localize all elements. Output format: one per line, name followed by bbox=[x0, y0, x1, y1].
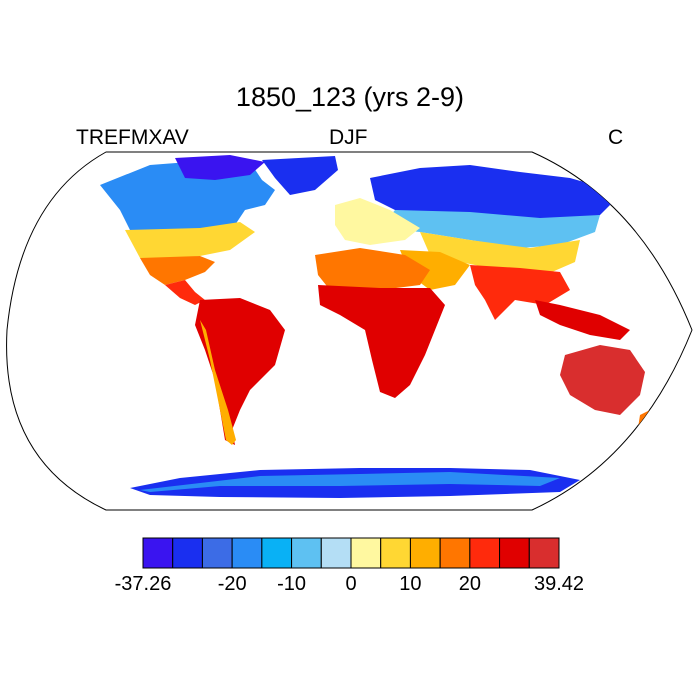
colorbar-tick-label: 39.42 bbox=[533, 573, 585, 595]
colorbar-box bbox=[380, 537, 411, 569]
colorbar-tick-label: 0 bbox=[345, 573, 357, 595]
central-america bbox=[165, 280, 205, 305]
colorbar-box bbox=[439, 537, 471, 569]
colorbar-box bbox=[350, 537, 382, 569]
eurasia-north bbox=[370, 165, 615, 222]
plot-title: 1850_123 (yrs 2-9) bbox=[235, 82, 465, 112]
greenland bbox=[262, 156, 338, 195]
units-label: C bbox=[608, 126, 624, 149]
colorbar-box bbox=[409, 537, 441, 569]
colorbar-box bbox=[231, 537, 263, 569]
colorbar-tick-label: -20 bbox=[217, 573, 247, 595]
season-label: DJF bbox=[329, 126, 368, 149]
india-se-asia bbox=[470, 265, 570, 320]
colorbar-tick-label: 20 bbox=[458, 573, 481, 595]
variable-label: TREFMXAV bbox=[76, 126, 189, 149]
south-america bbox=[195, 298, 285, 445]
eurasia-mid bbox=[380, 210, 600, 248]
asia-south bbox=[420, 232, 580, 275]
europe-south bbox=[335, 198, 420, 245]
australia bbox=[560, 345, 645, 415]
colorbar-box bbox=[142, 537, 174, 569]
antarctica-coast bbox=[140, 472, 560, 492]
north-america-cold bbox=[100, 160, 275, 232]
colorbar-tick-label: 10 bbox=[399, 573, 422, 595]
south-america-andes bbox=[200, 320, 236, 445]
colorbar-box bbox=[469, 537, 501, 569]
north-america-mid bbox=[125, 222, 255, 260]
colorbar-box bbox=[528, 537, 560, 569]
colorbar-box bbox=[499, 537, 530, 569]
colorbar-box bbox=[261, 537, 293, 569]
north-america-south bbox=[140, 256, 215, 285]
africa bbox=[318, 285, 445, 398]
colorbar-box bbox=[201, 537, 233, 569]
colorbar-tick-label: -10 bbox=[277, 573, 307, 595]
colorbar-box bbox=[320, 537, 352, 569]
colorbar-tick-label: -37.26 bbox=[114, 573, 172, 595]
canada-arctic bbox=[175, 155, 265, 180]
africa-north bbox=[315, 248, 430, 290]
indonesia bbox=[535, 300, 630, 340]
colorbar-box bbox=[291, 537, 322, 569]
colorbar-box bbox=[172, 537, 203, 569]
